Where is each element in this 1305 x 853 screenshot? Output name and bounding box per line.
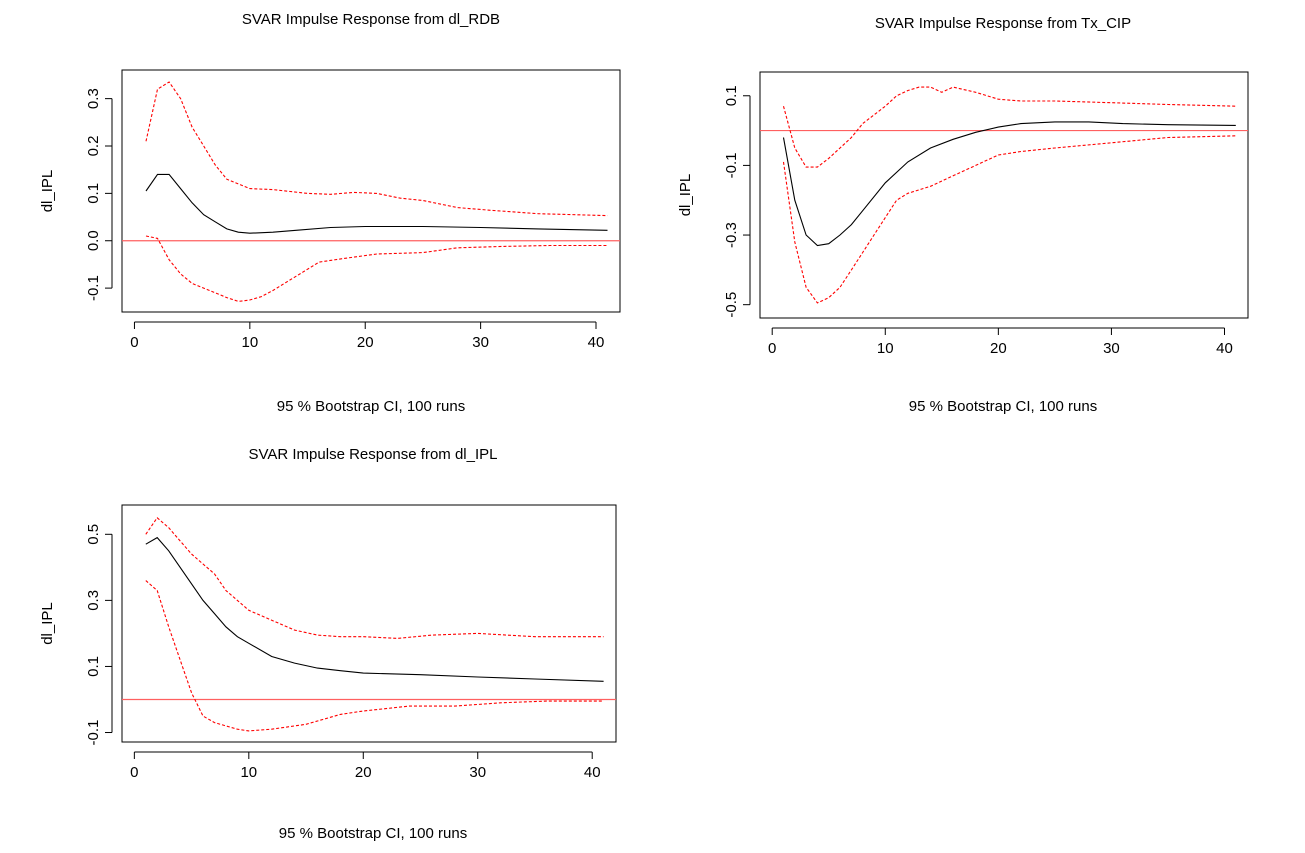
plot-frame bbox=[121, 504, 617, 743]
y-tick-label: -0.1 bbox=[85, 720, 102, 746]
x-axis-label: 95 % Bootstrap CI, 100 runs bbox=[277, 398, 465, 415]
series-upper-ci bbox=[145, 81, 608, 217]
x-tick-label: 10 bbox=[240, 764, 257, 781]
y-tick-label: -0.5 bbox=[723, 292, 740, 318]
y-tick-label: 0.2 bbox=[85, 136, 102, 157]
x-tick-label: 20 bbox=[355, 764, 372, 781]
x-tick-label: 10 bbox=[241, 334, 258, 351]
y-tick-label: 0.1 bbox=[85, 183, 102, 204]
chart-panel-1: 0 10 20 30 40 -0.1 0.0 0.1 0.2 0.3 SVAR Impulse Re… bbox=[39, 11, 621, 415]
chart-panel-2: 0 10 20 30 40 -0.5 -0.3 -0.1 0.1 SVAR Impulse Res… bbox=[677, 15, 1249, 415]
y-axis-label: dl_IPL bbox=[677, 174, 694, 217]
x-tick-label: 30 bbox=[1103, 340, 1120, 357]
y-tick-label: -0.1 bbox=[85, 275, 102, 301]
x-tick-label: 0 bbox=[130, 334, 138, 351]
plot-frame bbox=[759, 71, 1249, 319]
x-tick-label: 40 bbox=[1216, 340, 1233, 357]
y-tick-label: 0.0 bbox=[85, 230, 102, 251]
x-tick-label: 0 bbox=[130, 764, 138, 781]
x-tick-label: 10 bbox=[877, 340, 894, 357]
chart-title: SVAR Impulse Response from Tx_CIP bbox=[875, 15, 1131, 32]
chart-title: SVAR Impulse Response from dl_RDB bbox=[242, 11, 500, 28]
x-tick-label: 20 bbox=[990, 340, 1007, 357]
chart-title: SVAR Impulse Response from dl_IPL bbox=[248, 446, 497, 463]
series-lower-ci bbox=[145, 580, 604, 732]
series-upper-ci bbox=[782, 86, 1236, 168]
y-tick-label: 0.1 bbox=[85, 656, 102, 677]
x-tick-label: 30 bbox=[469, 764, 486, 781]
x-tick-label: 20 bbox=[357, 334, 374, 351]
x-tick-label: 30 bbox=[472, 334, 489, 351]
series-upper-ci bbox=[145, 516, 604, 639]
series-lower-ci bbox=[145, 235, 608, 302]
x-tick-label: 0 bbox=[768, 340, 776, 357]
y-tick-label: 0.3 bbox=[85, 590, 102, 611]
y-tick-label: 0.1 bbox=[723, 85, 740, 106]
y-tick-label: 0.5 bbox=[85, 524, 102, 545]
chart-panel-3: 0 10 20 30 40 -0.1 0.1 0.3 0.5 SVAR Impulse Respo… bbox=[39, 446, 617, 842]
y-axis-label: dl_IPL bbox=[39, 602, 56, 645]
y-tick-label: -0.1 bbox=[723, 152, 740, 178]
series-lower-ci bbox=[782, 135, 1236, 304]
series-response bbox=[782, 121, 1236, 247]
plot-frame bbox=[121, 69, 621, 313]
series-response bbox=[145, 536, 604, 682]
x-axis-label: 95 % Bootstrap CI, 100 runs bbox=[909, 398, 1097, 415]
y-tick-label: 0.3 bbox=[85, 88, 102, 109]
x-tick-label: 40 bbox=[588, 334, 605, 351]
x-tick-label: 40 bbox=[584, 764, 601, 781]
x-axis-label: 95 % Bootstrap CI, 100 runs bbox=[279, 825, 467, 842]
series-response bbox=[145, 173, 608, 234]
y-axis-label: dl_IPL bbox=[39, 170, 56, 213]
y-tick-label: -0.3 bbox=[723, 222, 740, 248]
